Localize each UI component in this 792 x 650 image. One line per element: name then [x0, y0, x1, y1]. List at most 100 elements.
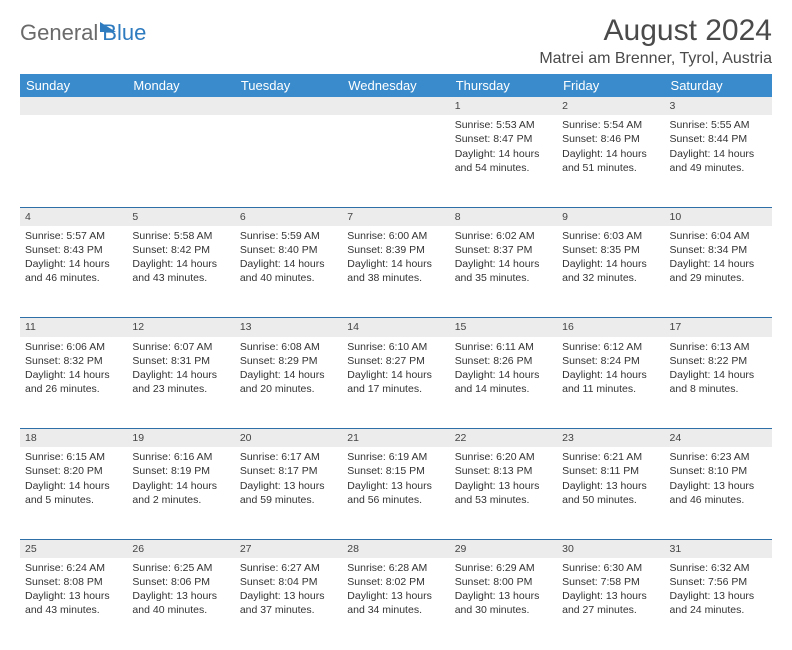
day-number-cell: 7 — [342, 207, 449, 226]
day-number-cell: 24 — [665, 429, 772, 448]
weekday-header: Thursday — [450, 74, 557, 97]
calendar-day-cell — [20, 115, 127, 207]
day-detail-line: and 29 minutes. — [670, 271, 767, 285]
calendar-day-cell: Sunrise: 6:02 AMSunset: 8:37 PMDaylight:… — [450, 226, 557, 318]
weekday-header: Monday — [127, 74, 234, 97]
calendar-table: Sunday Monday Tuesday Wednesday Thursday… — [20, 74, 772, 650]
day-number-cell — [20, 97, 127, 115]
day-detail-line: Sunrise: 5:55 AM — [670, 118, 767, 132]
day-detail-line: Sunset: 8:11 PM — [562, 464, 659, 478]
header-bar: General Blue August 2024 Matrei am Brenn… — [20, 14, 772, 68]
day-number-cell: 23 — [557, 429, 664, 448]
day-detail-line: Sunrise: 6:00 AM — [347, 229, 444, 243]
weekday-header: Sunday — [20, 74, 127, 97]
calendar-body: 1 23 Sunrise: 5:53 AMSunset: 8:47 PMDaylig… — [20, 97, 772, 650]
day-number-cell: 14 — [342, 318, 449, 337]
calendar-day-cell: Sunrise: 6:07 AMSunset: 8:31 PMDaylight:… — [127, 337, 234, 429]
day-detail-line: Daylight: 14 hours — [347, 368, 444, 382]
day-number-cell: 17 — [665, 318, 772, 337]
calendar-day-cell: Sunrise: 6:04 AMSunset: 8:34 PMDaylight:… — [665, 226, 772, 318]
calendar-day-cell — [127, 115, 234, 207]
day-detail-line: and 20 minutes. — [240, 382, 337, 396]
day-detail-line: Sunrise: 5:58 AM — [132, 229, 229, 243]
calendar-day-cell: Sunrise: 6:28 AMSunset: 8:02 PMDaylight:… — [342, 558, 449, 650]
day-detail-line: Daylight: 13 hours — [670, 589, 767, 603]
day-detail-line: Daylight: 14 hours — [240, 368, 337, 382]
day-detail-line: Sunrise: 6:12 AM — [562, 340, 659, 354]
day-number-cell: 15 — [450, 318, 557, 337]
day-detail-line: and 49 minutes. — [670, 161, 767, 175]
day-detail-line: and 59 minutes. — [240, 493, 337, 507]
day-detail-line: Sunset: 8:02 PM — [347, 575, 444, 589]
day-detail-line: Sunset: 8:04 PM — [240, 575, 337, 589]
weekday-header: Friday — [557, 74, 664, 97]
logo: General Blue — [20, 20, 146, 46]
day-detail-line: and 27 minutes. — [562, 603, 659, 617]
calendar-day-cell: Sunrise: 5:57 AMSunset: 8:43 PMDaylight:… — [20, 226, 127, 318]
day-number-row: 25262728293031 — [20, 539, 772, 558]
day-number-cell: 1 — [450, 97, 557, 115]
day-detail-line: Sunset: 8:22 PM — [670, 354, 767, 368]
day-detail-line: and 14 minutes. — [455, 382, 552, 396]
day-detail-line: Sunrise: 6:15 AM — [25, 450, 122, 464]
day-number-cell: 20 — [235, 429, 342, 448]
day-detail-line: Daylight: 14 hours — [132, 257, 229, 271]
day-detail-line: Daylight: 13 hours — [347, 589, 444, 603]
day-detail-line: Sunset: 8:37 PM — [455, 243, 552, 257]
calendar-day-cell: Sunrise: 6:24 AMSunset: 8:08 PMDaylight:… — [20, 558, 127, 650]
day-detail-line: Sunrise: 6:25 AM — [132, 561, 229, 575]
calendar-day-cell: Sunrise: 6:12 AMSunset: 8:24 PMDaylight:… — [557, 337, 664, 429]
calendar-day-cell: Sunrise: 6:21 AMSunset: 8:11 PMDaylight:… — [557, 447, 664, 539]
calendar-day-cell: Sunrise: 6:27 AMSunset: 8:04 PMDaylight:… — [235, 558, 342, 650]
day-detail-line: and 32 minutes. — [562, 271, 659, 285]
day-detail-line: Sunset: 8:29 PM — [240, 354, 337, 368]
calendar-day-cell: Sunrise: 6:08 AMSunset: 8:29 PMDaylight:… — [235, 337, 342, 429]
day-number-cell: 25 — [20, 539, 127, 558]
day-detail-line: Sunrise: 6:02 AM — [455, 229, 552, 243]
day-detail-line: Sunset: 8:35 PM — [562, 243, 659, 257]
day-detail-line: Daylight: 13 hours — [455, 589, 552, 603]
day-detail-line: Sunset: 8:31 PM — [132, 354, 229, 368]
day-number-cell: 8 — [450, 207, 557, 226]
day-detail-line: and 17 minutes. — [347, 382, 444, 396]
day-detail-line: Daylight: 13 hours — [240, 589, 337, 603]
day-detail-line: and 46 minutes. — [25, 271, 122, 285]
day-detail-line: Sunrise: 6:06 AM — [25, 340, 122, 354]
day-detail-line: Sunset: 7:56 PM — [670, 575, 767, 589]
day-detail-line: Sunrise: 6:19 AM — [347, 450, 444, 464]
calendar-day-cell: Sunrise: 5:58 AMSunset: 8:42 PMDaylight:… — [127, 226, 234, 318]
day-number-cell: 29 — [450, 539, 557, 558]
day-detail-line: Sunrise: 6:10 AM — [347, 340, 444, 354]
day-detail-line: Sunrise: 5:57 AM — [25, 229, 122, 243]
day-detail-line: and 35 minutes. — [455, 271, 552, 285]
day-number-cell: 16 — [557, 318, 664, 337]
day-detail-line: Sunrise: 6:04 AM — [670, 229, 767, 243]
day-detail-line: and 40 minutes. — [132, 603, 229, 617]
day-detail-line: and 51 minutes. — [562, 161, 659, 175]
calendar-content-row: Sunrise: 5:53 AMSunset: 8:47 PMDaylight:… — [20, 115, 772, 207]
day-detail-line: Daylight: 14 hours — [670, 147, 767, 161]
page-title: August 2024 — [539, 14, 772, 48]
day-detail-line: Sunset: 8:17 PM — [240, 464, 337, 478]
calendar-day-cell: Sunrise: 6:03 AMSunset: 8:35 PMDaylight:… — [557, 226, 664, 318]
day-detail-line: Sunset: 8:44 PM — [670, 132, 767, 146]
day-detail-line: Sunrise: 6:32 AM — [670, 561, 767, 575]
day-detail-line: Sunset: 8:15 PM — [347, 464, 444, 478]
day-detail-line: Sunrise: 6:20 AM — [455, 450, 552, 464]
calendar-day-cell: Sunrise: 6:17 AMSunset: 8:17 PMDaylight:… — [235, 447, 342, 539]
day-detail-line: Sunset: 8:13 PM — [455, 464, 552, 478]
day-detail-line: Sunrise: 6:07 AM — [132, 340, 229, 354]
day-number-cell: 27 — [235, 539, 342, 558]
day-detail-line: Daylight: 14 hours — [562, 368, 659, 382]
calendar-day-cell: Sunrise: 6:15 AMSunset: 8:20 PMDaylight:… — [20, 447, 127, 539]
day-detail-line: Sunrise: 6:21 AM — [562, 450, 659, 464]
calendar-day-cell: Sunrise: 5:55 AMSunset: 8:44 PMDaylight:… — [665, 115, 772, 207]
calendar-day-cell: Sunrise: 6:29 AMSunset: 8:00 PMDaylight:… — [450, 558, 557, 650]
day-detail-line: Sunset: 8:34 PM — [670, 243, 767, 257]
day-number-cell: 10 — [665, 207, 772, 226]
day-detail-line: Daylight: 13 hours — [132, 589, 229, 603]
day-detail-line: Daylight: 13 hours — [347, 479, 444, 493]
day-detail-line: and 38 minutes. — [347, 271, 444, 285]
calendar-day-cell: Sunrise: 6:11 AMSunset: 8:26 PMDaylight:… — [450, 337, 557, 429]
day-detail-line: Daylight: 14 hours — [455, 368, 552, 382]
